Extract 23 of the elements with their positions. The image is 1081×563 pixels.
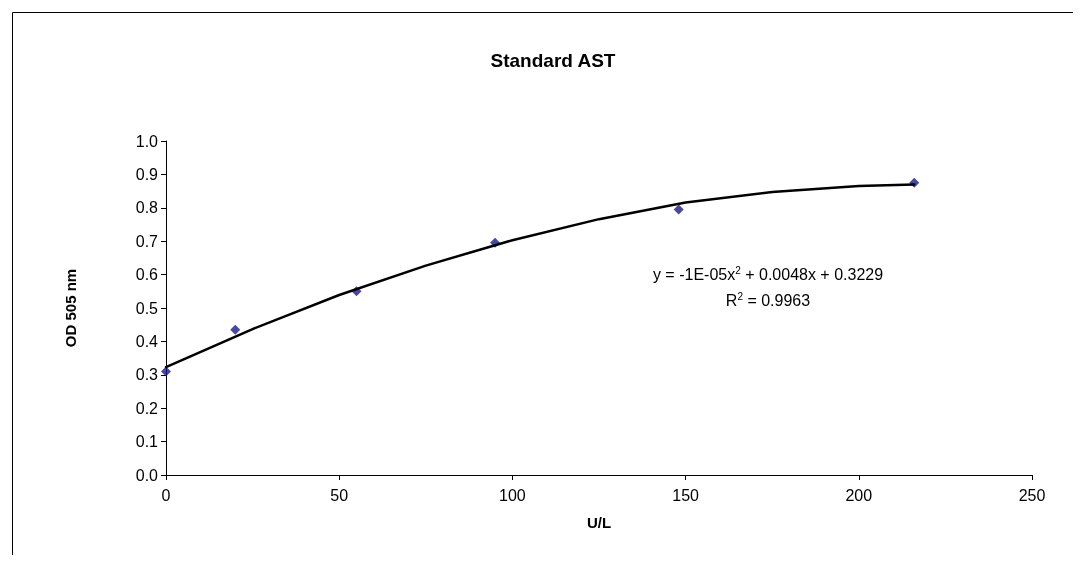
y-tick-label: 0.3 [135,366,159,384]
x-tick-label: 50 [330,486,349,504]
x-tick-label: 250 [1018,486,1046,504]
x-tick-label: 150 [672,486,700,504]
y-tick-label: 0.7 [135,232,159,250]
y-tick-label: 0.9 [135,165,159,183]
y-tick-label: 0.4 [135,332,159,350]
y-tick-label: 0.5 [135,299,159,317]
y-tick-label: 0.6 [135,266,159,284]
point [161,366,171,377]
point [230,324,241,335]
y-tick-label: 0.0 [135,466,159,484]
y-tick-label: 0.8 [135,199,159,217]
y-tick-label: 0.1 [135,433,159,451]
x-axis-title: U/L [586,514,612,531]
chart-title: Standard AST [490,50,616,71]
x-tick-label: 100 [499,486,526,504]
y-axis-title: OD 505 nm [62,268,79,348]
x-tick-label: 0 [161,486,171,504]
point [673,204,684,215]
y-tick-label: 1.0 [135,132,159,150]
x-tick-label: 200 [845,486,873,504]
y-tick-label: 0.2 [135,399,159,417]
